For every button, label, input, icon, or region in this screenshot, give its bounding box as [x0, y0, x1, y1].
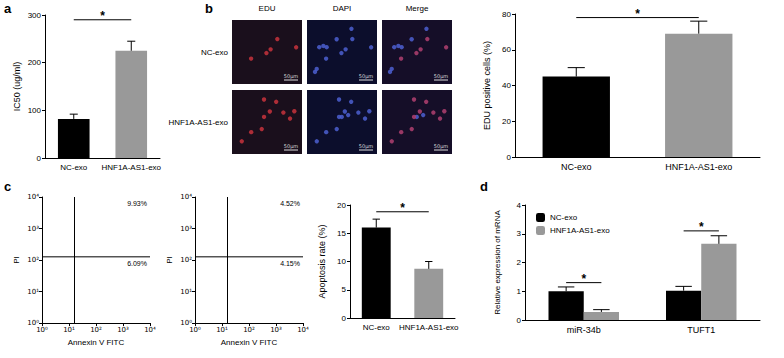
svg-text:HNF1A-AS1-exo: HNF1A-AS1-exo	[168, 118, 228, 127]
svg-text:15: 15	[337, 229, 346, 238]
svg-text:20: 20	[337, 201, 346, 210]
svg-text:HNF1A-AS1-exo: HNF1A-AS1-exo	[550, 226, 610, 235]
svg-text:0: 0	[507, 153, 512, 162]
svg-text:*: *	[581, 272, 586, 286]
svg-text:10⁴: 10⁴	[180, 193, 192, 201]
svg-text:80: 80	[502, 10, 511, 19]
svg-text:100: 100	[28, 106, 42, 115]
svg-text:200: 200	[28, 58, 42, 67]
svg-text:*: *	[100, 9, 105, 23]
svg-text:4: 4	[517, 201, 522, 210]
svg-text:d: d	[480, 179, 488, 194]
svg-text:9.93%: 9.93%	[127, 200, 147, 207]
svg-text:10⁰: 10⁰	[180, 319, 192, 327]
svg-text:10⁴: 10⁴	[297, 326, 309, 334]
svg-text:a: a	[4, 1, 12, 16]
svg-text:*: *	[699, 220, 704, 234]
svg-text:50μm: 50μm	[434, 143, 449, 150]
svg-text:Annexin V FITC: Annexin V FITC	[221, 338, 278, 347]
svg-text:5: 5	[342, 285, 347, 294]
svg-text:20: 20	[502, 117, 511, 126]
svg-text:PI: PI	[12, 256, 21, 264]
svg-text:50μm: 50μm	[284, 73, 299, 80]
svg-text:50μm: 50μm	[359, 73, 374, 80]
svg-text:10¹: 10¹	[27, 288, 39, 296]
svg-text:40: 40	[502, 81, 511, 90]
svg-text:Apoptosis rate (%): Apoptosis rate (%)	[317, 224, 327, 298]
svg-text:Relative expression of mRNA: Relative expression of mRNA	[493, 210, 502, 315]
svg-text:300: 300	[28, 11, 42, 20]
svg-text:IC50 (ug/ml): IC50 (ug/ml)	[12, 62, 22, 112]
svg-text:10⁰: 10⁰	[27, 319, 39, 327]
svg-text:10¹: 10¹	[216, 326, 228, 334]
svg-text:1: 1	[517, 287, 522, 296]
svg-text:NC-exo: NC-exo	[363, 323, 391, 332]
svg-text:4.15%: 4.15%	[280, 260, 300, 267]
svg-text:50μm: 50μm	[284, 143, 299, 150]
svg-text:10: 10	[337, 257, 346, 266]
svg-text:10³: 10³	[117, 326, 129, 334]
svg-text:60: 60	[502, 45, 511, 54]
svg-text:NC-exo: NC-exo	[550, 213, 578, 222]
svg-text:10⁴: 10⁴	[27, 193, 39, 201]
svg-text:HNF1A-AS1-exo: HNF1A-AS1-exo	[399, 323, 459, 332]
svg-text:10²: 10²	[27, 256, 39, 264]
svg-text:DAPI: DAPI	[333, 4, 352, 13]
svg-text:TUFT1: TUFT1	[687, 325, 715, 335]
svg-text:50μm: 50μm	[434, 73, 449, 80]
svg-text:10³: 10³	[270, 326, 282, 334]
svg-text:0: 0	[342, 314, 347, 323]
svg-text:4.52%: 4.52%	[280, 200, 300, 207]
svg-text:HNF1A-AS1-exo: HNF1A-AS1-exo	[665, 162, 732, 172]
svg-text:10⁰: 10⁰	[189, 326, 201, 334]
svg-text:PI: PI	[165, 256, 174, 264]
svg-text:NC-exo: NC-exo	[60, 163, 88, 172]
svg-text:b: b	[205, 1, 213, 16]
svg-text:10⁴: 10⁴	[144, 326, 156, 334]
svg-text:NC-exo: NC-exo	[561, 162, 592, 172]
svg-text:miR-34b: miR-34b	[567, 325, 601, 335]
svg-text:EDU positive cells (%): EDU positive cells (%)	[482, 41, 492, 130]
svg-text:10⁰: 10⁰	[36, 326, 48, 334]
svg-text:10²: 10²	[90, 326, 102, 334]
svg-text:10³: 10³	[180, 225, 192, 233]
svg-text:10²: 10²	[243, 326, 255, 334]
svg-text:10²: 10²	[180, 256, 192, 264]
svg-text:Merge: Merge	[406, 4, 429, 13]
svg-text:50μm: 50μm	[359, 143, 374, 150]
svg-text:NC-exo: NC-exo	[201, 48, 229, 57]
svg-text:10¹: 10¹	[63, 326, 75, 334]
svg-text:10¹: 10¹	[180, 288, 192, 296]
svg-text:Annexin V FITC: Annexin V FITC	[68, 338, 125, 347]
svg-text:10³: 10³	[27, 225, 39, 233]
svg-text:3: 3	[517, 229, 522, 238]
svg-text:0: 0	[37, 154, 42, 163]
svg-text:EDU: EDU	[259, 4, 276, 13]
svg-text:*: *	[635, 7, 640, 21]
svg-text:c: c	[4, 179, 11, 194]
svg-text:0: 0	[517, 316, 522, 325]
svg-text:*: *	[400, 201, 405, 215]
svg-text:2: 2	[517, 258, 522, 267]
svg-text:6.09%: 6.09%	[127, 260, 147, 267]
svg-text:HNF1A-AS1-exo: HNF1A-AS1-exo	[101, 163, 161, 172]
